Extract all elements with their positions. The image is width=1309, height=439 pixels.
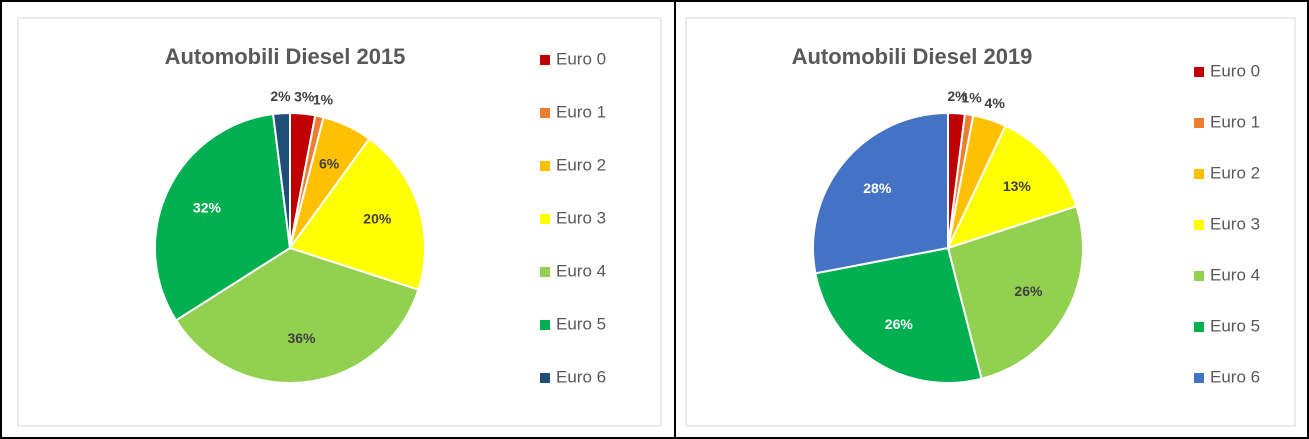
- pie-slice: [271, 111, 291, 249]
- data-label: 26%: [885, 316, 914, 332]
- data-label: 1%: [313, 91, 334, 107]
- legend-swatch: [540, 161, 550, 171]
- data-label: 20%: [363, 210, 392, 226]
- data-label: 3%: [294, 88, 315, 104]
- legend-swatch: [1194, 373, 1204, 383]
- legend-label: Euro 0: [1210, 61, 1260, 80]
- data-label: 4%: [985, 95, 1006, 111]
- pie-slice: [288, 137, 426, 291]
- legend-label: Euro 3: [556, 208, 606, 227]
- legend-swatch: [540, 267, 550, 277]
- legend-label: Euro 3: [1210, 214, 1260, 233]
- chart-title: Automobili Diesel 2019: [792, 44, 1033, 69]
- legend-swatch: [1194, 67, 1204, 77]
- legend-swatch: [540, 108, 550, 118]
- data-label: 13%: [1003, 178, 1032, 194]
- legend-label: Euro 1: [556, 102, 606, 121]
- chart-title: Automobili Diesel 2015: [165, 44, 406, 69]
- legend-label: Euro 2: [1210, 163, 1260, 182]
- pie-slice: [812, 111, 949, 275]
- data-label: 28%: [863, 180, 892, 196]
- legend-label: Euro 1: [1210, 112, 1260, 131]
- data-label: 26%: [1014, 283, 1043, 299]
- legend-label: Euro 6: [556, 367, 606, 386]
- legend-swatch: [1194, 271, 1204, 281]
- legend-swatch: [1194, 220, 1204, 230]
- pie-slice: [814, 246, 983, 384]
- data-label: 2%: [947, 88, 968, 104]
- pie-slice: [946, 124, 1078, 250]
- legend-label: Euro 4: [1210, 265, 1260, 284]
- pie-slice: [946, 205, 1084, 380]
- legend-swatch: [540, 320, 550, 330]
- legend-label: Euro 4: [556, 261, 606, 280]
- legend-swatch: [540, 214, 550, 224]
- legend-swatch: [1194, 118, 1204, 128]
- pie-slice: [174, 246, 420, 384]
- legend-swatch: [540, 373, 550, 383]
- data-label: 32%: [193, 200, 222, 216]
- legend-swatch: [1194, 169, 1204, 179]
- legend-label: Euro 5: [556, 314, 606, 333]
- legend-swatch: [1194, 322, 1204, 332]
- data-label: 36%: [287, 330, 316, 346]
- legend-label: Euro 2: [556, 155, 606, 174]
- data-label: 1%: [962, 90, 983, 106]
- legend-label: Euro 6: [1210, 367, 1260, 386]
- pie-slice: [154, 112, 292, 322]
- data-label: 6%: [319, 156, 340, 172]
- data-label: 2%: [270, 88, 291, 104]
- legend-label: Euro 5: [1210, 316, 1260, 335]
- legend-label: Euro 0: [556, 49, 606, 68]
- legend-swatch: [540, 55, 550, 65]
